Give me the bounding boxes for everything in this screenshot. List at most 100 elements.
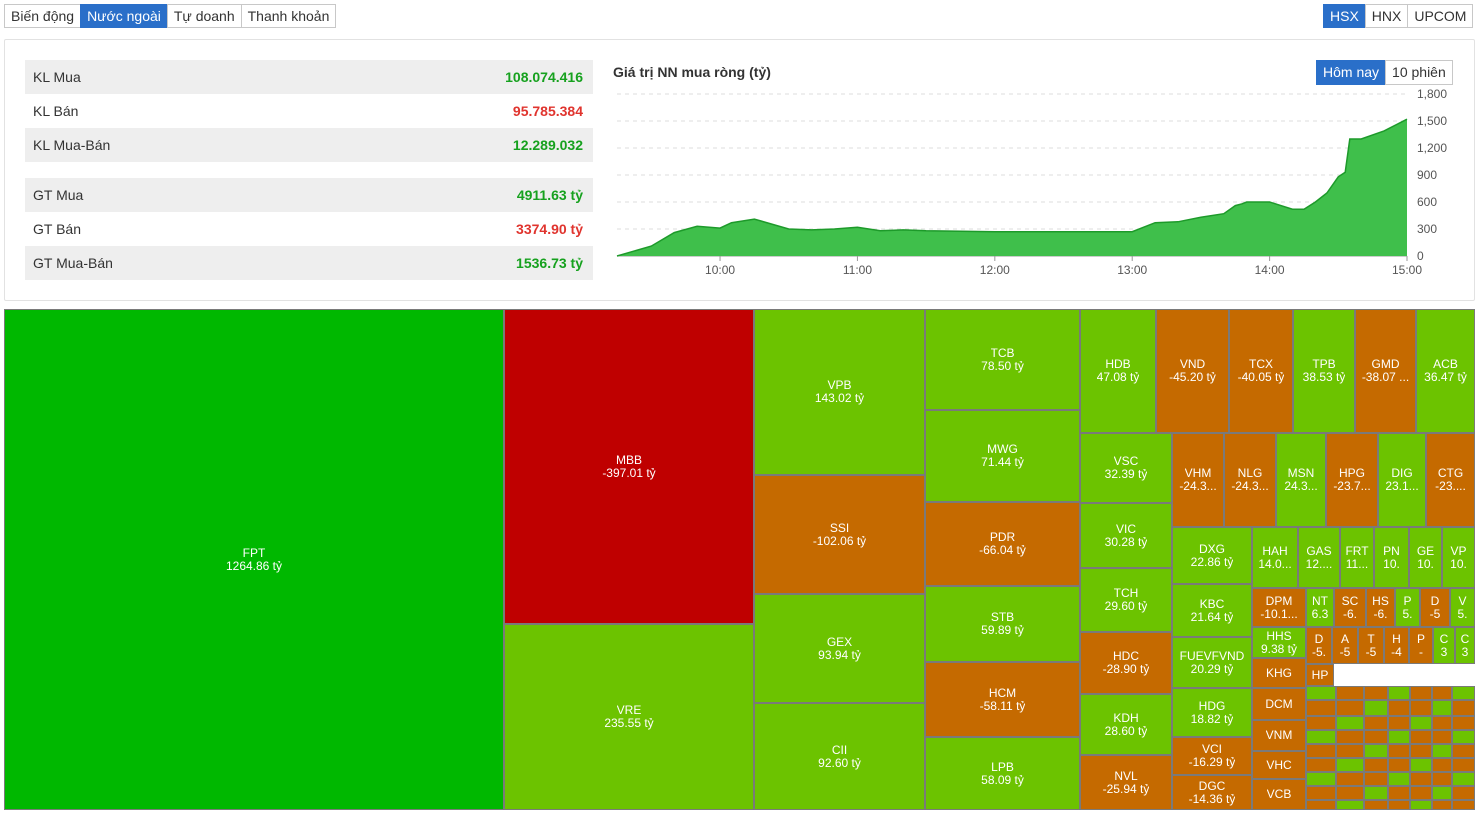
treemap-tile-acb[interactable]: ACB 36.47 tỷ	[1416, 309, 1475, 433]
treemap-tile-small[interactable]	[1336, 800, 1364, 810]
treemap-tile-small[interactable]	[1306, 744, 1336, 758]
treemap-tile-small[interactable]	[1336, 758, 1364, 772]
treemap-tile-small[interactable]	[1388, 744, 1410, 758]
treemap-tile-mwg[interactable]: MWG 71.44 tỷ	[925, 410, 1080, 502]
treemap-tile-small[interactable]	[1410, 786, 1432, 800]
treemap-tile-lpb[interactable]: LPB 58.09 tỷ	[925, 737, 1080, 810]
treemap-tile-hs[interactable]: HS -6.	[1366, 588, 1395, 627]
treemap-tile-small[interactable]	[1388, 786, 1410, 800]
treemap-tile-small[interactable]	[1364, 716, 1388, 730]
treemap-tile-vnd[interactable]: VND -45.20 tỷ	[1156, 309, 1229, 433]
treemap-tile-h[interactable]: H -4	[1384, 627, 1409, 664]
treemap-tile-small[interactable]	[1306, 786, 1336, 800]
treemap-tile-hdc[interactable]: HDC -28.90 tỷ	[1080, 632, 1172, 694]
treemap-tile-cii[interactable]: CII 92.60 tỷ	[754, 703, 925, 810]
treemap-tile-small[interactable]	[1364, 744, 1388, 758]
treemap-tile-kdh[interactable]: KDH 28.60 tỷ	[1080, 694, 1172, 755]
tab-bien-dong[interactable]: Biến động	[4, 4, 82, 28]
treemap-tile-small[interactable]	[1432, 744, 1452, 758]
treemap-tile-small[interactable]	[1410, 758, 1432, 772]
treemap-tile-mbb[interactable]: MBB -397.01 tỷ	[504, 309, 754, 624]
treemap-tile-small[interactable]	[1452, 772, 1475, 786]
treemap-tile-hdg[interactable]: HDG 18.82 tỷ	[1172, 688, 1252, 737]
treemap-tile-kbc[interactable]: KBC 21.64 tỷ	[1172, 584, 1252, 637]
treemap-tile-tch[interactable]: TCH 29.60 tỷ	[1080, 568, 1172, 632]
treemap-tile-fpt[interactable]: FPT 1264.86 tỷ	[4, 309, 504, 810]
treemap-tile-vic[interactable]: VIC 30.28 tỷ	[1080, 503, 1172, 568]
tab-thanh-khoan[interactable]: Thanh khoản	[240, 4, 337, 28]
treemap-tile-hcm[interactable]: HCM -58.11 tỷ	[925, 662, 1080, 737]
tab-hom-nay[interactable]: Hôm nay	[1316, 60, 1387, 85]
treemap-tile-small[interactable]	[1306, 700, 1336, 716]
treemap-tile-tpb[interactable]: TPB 38.53 tỷ	[1293, 309, 1355, 433]
treemap-tile-small[interactable]	[1388, 730, 1410, 744]
treemap-tile-small[interactable]	[1306, 686, 1336, 700]
treemap-tile-small[interactable]	[1306, 800, 1336, 810]
treemap-tile-small[interactable]	[1410, 686, 1432, 700]
treemap-tile-sc[interactable]: SC -6.	[1334, 588, 1366, 627]
treemap-tile-p[interactable]: P 5.	[1395, 588, 1420, 627]
treemap-tile-ge[interactable]: GE 10.	[1409, 527, 1442, 588]
treemap-tile-small[interactable]	[1452, 744, 1475, 758]
treemap-tile-small[interactable]	[1336, 716, 1364, 730]
treemap-tile-small[interactable]	[1364, 730, 1388, 744]
tab-hnx[interactable]: HNX	[1364, 4, 1409, 28]
treemap-tile-small[interactable]	[1388, 800, 1410, 810]
treemap-tile-ctg[interactable]: CTG -23....	[1426, 433, 1475, 527]
treemap-tile-small[interactable]	[1410, 744, 1432, 758]
treemap-tile-hpg[interactable]: HPG -23.7...	[1326, 433, 1378, 527]
treemap-tile-ssi[interactable]: SSI -102.06 tỷ	[754, 475, 925, 594]
treemap-tile-gas[interactable]: GAS 12....	[1298, 527, 1340, 588]
treemap-tile-dxg[interactable]: DXG 22.86 tỷ	[1172, 527, 1252, 584]
treemap-tile-pn[interactable]: PN 10.	[1374, 527, 1409, 588]
treemap-tile-small[interactable]	[1452, 786, 1475, 800]
treemap-tile-tcx[interactable]: TCX -40.05 tỷ	[1229, 309, 1293, 433]
treemap-tile-small[interactable]	[1388, 700, 1410, 716]
tab-hsx[interactable]: HSX	[1323, 4, 1366, 28]
treemap-tile-small[interactable]	[1432, 772, 1452, 786]
treemap-tile-gex[interactable]: GEX 93.94 tỷ	[754, 594, 925, 703]
tab-10-phien[interactable]: 10 phiên	[1385, 60, 1453, 85]
treemap-tile-hp[interactable]: HP	[1306, 664, 1334, 686]
treemap-tile-dpm[interactable]: DPM -10.1...	[1252, 588, 1306, 627]
treemap-tile-vhm[interactable]: VHM -24.3...	[1172, 433, 1224, 527]
treemap-tile-small[interactable]	[1306, 730, 1336, 744]
tab-tu-doanh[interactable]: Tự doanh	[166, 4, 242, 28]
treemap-tile-vp[interactable]: VP 10.	[1442, 527, 1475, 588]
treemap-tile-t[interactable]: T -5	[1358, 627, 1384, 664]
treemap-tile-vsc[interactable]: VSC 32.39 tỷ	[1080, 433, 1172, 503]
treemap-tile-small[interactable]	[1452, 800, 1475, 810]
treemap-tile-small[interactable]	[1452, 758, 1475, 772]
treemap-tile-small[interactable]	[1452, 686, 1475, 700]
treemap-tile-small[interactable]	[1336, 686, 1364, 700]
treemap-tile-small[interactable]	[1388, 716, 1410, 730]
treemap-tile-small[interactable]	[1452, 700, 1475, 716]
treemap-tile-small[interactable]	[1306, 716, 1336, 730]
treemap-tile-vnm[interactable]: VNM	[1252, 720, 1306, 751]
treemap-tile-vcb[interactable]: VCB	[1252, 779, 1306, 810]
treemap-tile-small[interactable]	[1388, 686, 1410, 700]
treemap-tile-small[interactable]	[1336, 772, 1364, 786]
treemap-tile-nvl[interactable]: NVL -25.94 tỷ	[1080, 755, 1172, 810]
treemap-tile-small[interactable]	[1364, 800, 1388, 810]
treemap-tile-dcm[interactable]: DCM	[1252, 688, 1306, 720]
treemap-tile-a[interactable]: A -5	[1332, 627, 1358, 664]
treemap-tile-d[interactable]: D -5	[1420, 588, 1450, 627]
treemap-tile-small[interactable]	[1432, 716, 1452, 730]
treemap-tile-small[interactable]	[1336, 700, 1364, 716]
treemap-tile-hdb[interactable]: HDB 47.08 tỷ	[1080, 309, 1156, 433]
treemap-tile-small[interactable]	[1364, 700, 1388, 716]
treemap-tile-small[interactable]	[1432, 800, 1452, 810]
treemap-tile-small[interactable]	[1452, 716, 1475, 730]
treemap-tile-small[interactable]	[1432, 686, 1452, 700]
treemap-tile-small[interactable]	[1388, 758, 1410, 772]
treemap-tile-small[interactable]	[1410, 772, 1432, 786]
treemap-tile-vci[interactable]: VCI -16.29 tỷ	[1172, 737, 1252, 775]
treemap-tile-stb[interactable]: STB 59.89 tỷ	[925, 586, 1080, 662]
treemap-tile-small[interactable]	[1364, 772, 1388, 786]
treemap-tile-small[interactable]	[1336, 730, 1364, 744]
treemap-tile-v[interactable]: V 5.	[1450, 588, 1475, 627]
treemap-tile-vpb[interactable]: VPB 143.02 tỷ	[754, 309, 925, 475]
